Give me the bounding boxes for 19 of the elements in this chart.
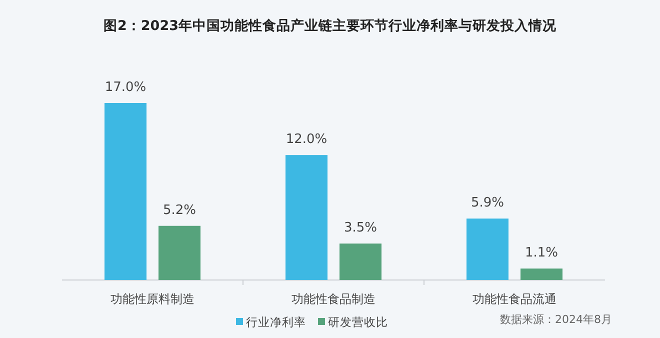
bar [520,268,562,280]
x-tick-label: 功能性食品流通 [472,292,556,306]
x-tick-label: 功能性原料制造 [110,292,194,306]
data-label: 5.2% [162,202,196,218]
data-label: 3.5% [344,220,378,236]
bar [340,244,382,280]
data-label: 1.1% [524,246,558,261]
data-label: 5.9% [470,196,504,211]
bar [104,103,146,280]
bar [158,226,200,280]
legend-label: 研发营收比 [328,315,388,329]
bar [466,218,508,280]
x-tick-label: 功能性食品制造 [292,292,376,306]
legend-label: 行业净利率 [246,315,306,329]
chart-title: 图2：2023年中国功能性食品产业链主要环节行业净利率与研发投入情况 [104,17,558,34]
bar [286,155,328,280]
data-label: 12.0% [286,132,328,148]
source-note: 数据来源：2024年8月 [500,313,612,326]
data-label: 17.0% [104,80,146,95]
